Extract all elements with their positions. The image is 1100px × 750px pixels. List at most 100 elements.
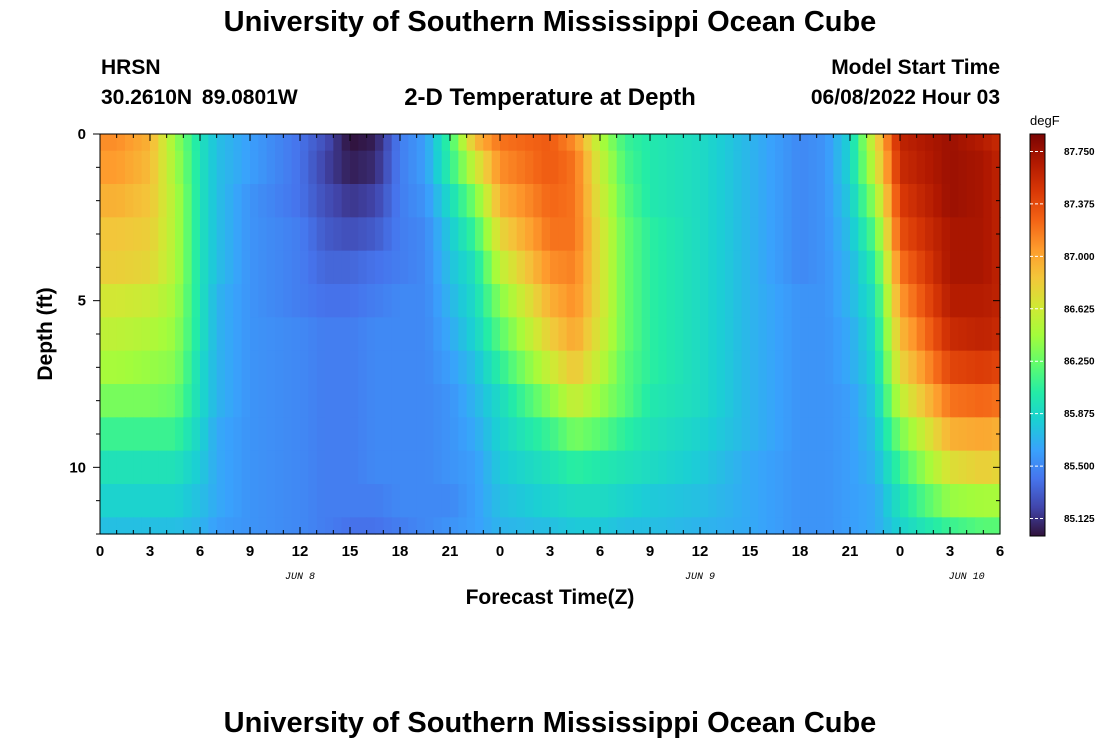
heatmap-cell xyxy=(425,284,434,318)
heatmap-cell xyxy=(958,417,968,452)
heatmap-cell xyxy=(783,284,793,318)
heatmap-cell xyxy=(366,150,376,185)
heatmap-cell xyxy=(416,517,426,535)
heatmap-cell xyxy=(108,250,118,285)
heatmap-cell xyxy=(175,184,184,218)
heatmap-cell xyxy=(283,150,293,185)
heatmap-cell xyxy=(450,450,459,485)
heatmap-cell xyxy=(891,217,901,252)
heatmap-cell xyxy=(900,450,909,485)
heatmap-cell xyxy=(533,350,543,385)
heatmap-cell xyxy=(758,250,768,285)
heatmap-cell xyxy=(216,134,226,152)
heatmap-cell xyxy=(258,284,268,318)
heatmap-cell xyxy=(258,134,268,152)
heatmap-cell xyxy=(725,517,734,535)
heatmap-cell xyxy=(441,417,451,452)
heatmap-cells xyxy=(100,134,1001,535)
heatmap-cell xyxy=(233,284,243,318)
heatmap-cell xyxy=(583,450,593,485)
heatmap-cell xyxy=(433,317,443,352)
heatmap-cell xyxy=(541,517,551,535)
heatmap-cell xyxy=(233,250,243,285)
heatmap-cell xyxy=(666,150,676,185)
heatmap-cell xyxy=(883,384,893,418)
heatmap-cell xyxy=(675,184,684,218)
heatmap-cell xyxy=(741,517,751,535)
heatmap-cell xyxy=(133,450,143,485)
heatmap-cell xyxy=(158,484,168,518)
heatmap-cell xyxy=(891,350,901,385)
heatmap-cell xyxy=(441,184,451,218)
heatmap-cell xyxy=(633,184,643,218)
heatmap-cell xyxy=(541,184,551,218)
heatmap-cell xyxy=(858,284,868,318)
heatmap-cell xyxy=(666,317,676,352)
heatmap-cell xyxy=(925,250,934,285)
heatmap-cell xyxy=(325,284,334,318)
heatmap-cell xyxy=(233,417,243,452)
heatmap-cell xyxy=(683,284,693,318)
x-tick-label: 21 xyxy=(442,543,459,560)
x-tick-label: 15 xyxy=(742,543,759,560)
heatmap-cell xyxy=(483,317,493,352)
x-tick-label: 21 xyxy=(842,543,859,560)
heatmap-cell xyxy=(491,517,501,535)
heatmap-cell xyxy=(466,517,476,535)
heatmap-cell xyxy=(508,517,518,535)
heatmap-cell xyxy=(966,450,976,485)
heatmap-cell xyxy=(133,134,143,152)
model-start-label: Model Start Time xyxy=(831,56,1000,79)
heatmap-cell xyxy=(125,134,134,152)
heatmap-cell xyxy=(108,317,118,352)
x-tick-label: 15 xyxy=(342,543,359,560)
heatmap-cell xyxy=(550,250,559,285)
heatmap-cell xyxy=(833,350,843,385)
heatmap-cell xyxy=(783,184,793,218)
heatmap-cell xyxy=(966,417,976,452)
heatmap-cell xyxy=(141,384,151,418)
heatmap-cell xyxy=(450,284,459,318)
heatmap-cell xyxy=(458,217,468,252)
heatmap-cell xyxy=(958,217,968,252)
heatmap-cell xyxy=(158,150,168,185)
heatmap-cell xyxy=(316,384,326,418)
heatmap-cell xyxy=(358,184,368,218)
heatmap-cell xyxy=(208,150,218,185)
heatmap-cell xyxy=(516,317,526,352)
heatmap-cell xyxy=(708,134,718,152)
heatmap-cell xyxy=(175,284,184,318)
heatmap-cell xyxy=(941,417,951,452)
heatmap-cell xyxy=(133,317,143,352)
heatmap-cell xyxy=(683,350,693,385)
heatmap-cell xyxy=(483,450,493,485)
heatmap-cell xyxy=(750,317,759,352)
heatmap-cell xyxy=(508,134,518,152)
heatmap-cell xyxy=(100,134,109,152)
heatmap-cell xyxy=(208,217,218,252)
heatmap-cell xyxy=(858,317,868,352)
heatmap-cell xyxy=(433,350,443,385)
heatmap-cell xyxy=(316,484,326,518)
heatmap-cell xyxy=(916,384,926,418)
heatmap-cell xyxy=(808,150,818,185)
heatmap-cell xyxy=(891,184,901,218)
heatmap-cell xyxy=(791,450,801,485)
heatmap-cell xyxy=(108,517,118,535)
heatmap-cell xyxy=(625,284,634,318)
heatmap-cell xyxy=(816,384,826,418)
colorbar-label: 87.750 xyxy=(1064,147,1095,158)
heatmap-cell xyxy=(175,217,184,252)
heatmap-cell xyxy=(250,517,259,535)
heatmap-cell xyxy=(741,384,751,418)
heatmap-cell xyxy=(875,284,884,318)
heatmap-cell xyxy=(616,384,626,418)
heatmap-cell xyxy=(283,350,293,385)
heatmap-cell xyxy=(250,217,259,252)
heatmap-cell xyxy=(200,134,209,152)
heatmap-cell xyxy=(108,417,118,452)
heatmap-cell xyxy=(816,184,826,218)
heatmap-cell xyxy=(225,184,234,218)
heatmap-cell xyxy=(225,517,234,535)
heatmap-cell xyxy=(783,250,793,285)
